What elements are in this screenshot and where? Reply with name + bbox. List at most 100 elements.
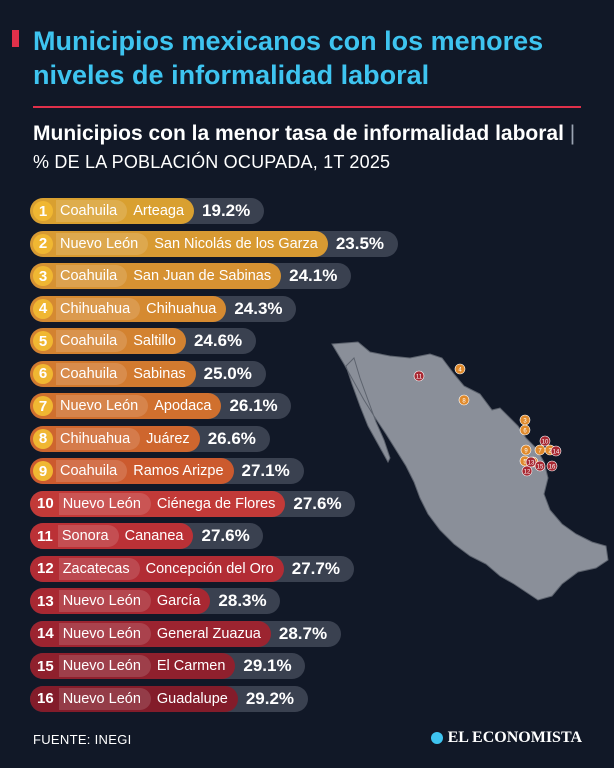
- rank-badge: 16: [37, 690, 54, 707]
- map-marker: [534, 460, 546, 472]
- value-label: 27.6%: [293, 493, 342, 513]
- title-accent-bar: [12, 30, 19, 47]
- map-marker-label: 3: [523, 419, 527, 425]
- rank-badge: 8: [33, 428, 53, 449]
- map-marker: [550, 445, 562, 457]
- map-marker: [413, 370, 425, 382]
- brand-logo: EL ECONOMISTA: [430, 729, 582, 747]
- rank-badge: 7: [33, 396, 53, 416]
- value-label: 28.3%: [218, 591, 267, 610]
- map-marker-label: 10: [542, 440, 549, 446]
- state-label: Nuevo León: [58, 492, 151, 515]
- value-label: 24.3%: [234, 298, 283, 318]
- page-title: Municipios mexicanos con los menores niv…: [33, 26, 544, 90]
- map-marker: [525, 456, 537, 468]
- map-marker-label: 7: [538, 449, 542, 455]
- state-label: Nuevo León: [56, 395, 149, 417]
- row-bar: 6 Coahuila Sabinas: [30, 360, 196, 387]
- map-marker: [454, 363, 466, 375]
- rank-badge: 13: [37, 592, 54, 610]
- rank-badge: 15: [37, 657, 54, 675]
- map-marker: [521, 465, 533, 477]
- row-bar: 5 Coahuila Saltillo: [30, 328, 186, 354]
- map-marker-label: 8: [462, 399, 466, 405]
- ranking-row: 5 Coahuila Saltillo 24.6%: [30, 328, 450, 354]
- state-label: Sonora: [57, 525, 119, 547]
- rank-badge: 6: [33, 363, 53, 384]
- ranking-row: 9 Coahuila Ramos Arizpe 27.1%: [30, 458, 450, 484]
- brand-name: EL ECONOMISTA: [447, 729, 582, 746]
- row-bar: 11 Sonora Cananea: [30, 523, 194, 549]
- row-bar: 12 Zacatecas Concepción del Oro: [30, 555, 284, 582]
- ranking-row: 1 Coahuila Arteaga 19.2%: [30, 198, 450, 224]
- subtitle-separator: |: [569, 122, 576, 145]
- map-marker-label: 13: [528, 461, 535, 467]
- municipality-label: San Juan de Sabinas: [133, 268, 272, 284]
- row-bar: 1 Coahuila Arteaga: [30, 198, 195, 224]
- map-marker: [534, 444, 546, 456]
- row-bar: 2 Nuevo León San Nicolás de los Garza: [30, 230, 328, 257]
- row-bar: 8 Chihuahua Juárez: [30, 425, 200, 452]
- municipality-label: Juárez: [146, 430, 190, 447]
- municipality-label: General Zuazua: [156, 625, 261, 642]
- row-bar: 7 Nuevo León Apodaca: [30, 393, 222, 419]
- map-marker-label: 6: [523, 429, 527, 435]
- state-label: Nuevo León: [58, 622, 151, 645]
- municipality-label: Sabinas: [133, 365, 186, 382]
- ranking-row: 12 Zacatecas Concepción del Oro 27.7%: [30, 555, 450, 582]
- state-label: Nuevo León: [56, 232, 149, 255]
- ranking-row: 16 Nuevo León Guadalupe 29.2%: [30, 685, 450, 712]
- map-marker-label: 2: [548, 449, 552, 455]
- ranking-row: 8 Chihuahua Juárez 26.6%: [30, 425, 450, 452]
- map-marker-label: 16: [549, 465, 556, 471]
- ranking-row: 3 Coahuila San Juan de Sabinas 24.1%: [30, 263, 450, 289]
- subtitle-main: Municipios con la menor tasa de informal…: [33, 122, 564, 145]
- rank-badge: 3: [33, 266, 53, 286]
- map-marker: [539, 435, 551, 447]
- chart-subtitle: Municipios con la menor tasa de informal…: [33, 120, 593, 176]
- municipality-label: Ramos Arizpe: [133, 463, 224, 479]
- municipality-label: García: [156, 593, 201, 609]
- title-divider: [33, 106, 581, 108]
- value-label: 29.2%: [245, 688, 295, 708]
- map-marker-label: 5: [523, 460, 527, 466]
- row-bar: 9 Coahuila Ramos Arizpe: [30, 458, 234, 484]
- municipality-label: Guadalupe: [156, 690, 228, 707]
- ranking-row: 7 Nuevo León Apodaca 26.1%: [30, 393, 450, 419]
- state-label: Nuevo León: [58, 687, 151, 710]
- value-label: 19.2%: [202, 201, 251, 220]
- ranking-row: 6 Coahuila Sabinas 25.0%: [30, 360, 450, 387]
- state-label: Chihuahua: [56, 427, 141, 450]
- municipality-label: Concepción del Oro: [145, 560, 274, 577]
- rank-badge: 1: [33, 201, 53, 221]
- rank-badge: 9: [33, 461, 53, 481]
- value-label: 24.1%: [289, 266, 338, 285]
- row-bar: 15 Nuevo León El Carmen: [30, 653, 236, 679]
- row-bar: 14 Nuevo León General Zuazua: [30, 620, 271, 647]
- mexico-map: 12345678910111213141516: [331, 341, 609, 601]
- map-marker-label: 4: [458, 368, 462, 374]
- state-label: Nuevo León: [58, 655, 151, 677]
- row-bar: 16 Nuevo León Guadalupe: [30, 685, 238, 712]
- rank-badge: 12: [37, 560, 54, 577]
- value-label: 26.6%: [207, 428, 256, 448]
- value-label: 23.5%: [335, 233, 385, 253]
- value-label: 29.1%: [243, 656, 292, 675]
- state-label: Nuevo León: [58, 590, 151, 612]
- rank-badge: 4: [33, 298, 53, 319]
- map-marker-label: 9: [524, 449, 528, 455]
- municipality-label: San Nicolás de los Garza: [154, 235, 318, 252]
- ranking-chart: 1 Coahuila Arteaga 19.2% 2 Nuevo León San Nico…: [30, 198, 450, 718]
- map-marker-label: 14: [553, 450, 560, 456]
- brand-icon: [430, 732, 443, 744]
- state-label: Coahuila: [56, 265, 128, 287]
- value-label: 25.0%: [203, 363, 252, 383]
- subtitle-unit: % DE LA POBLACIÓN OCUPADA, 1T 2025: [33, 152, 391, 172]
- municipality-label: Arteaga: [133, 203, 185, 219]
- ranking-row: 2 Nuevo León San Nicolás de los Garza 23.5%: [30, 230, 450, 257]
- map-marker: [458, 394, 470, 406]
- ranking-row: 15 Nuevo León El Carmen 29.1%: [30, 653, 450, 679]
- rank-badge: 14: [37, 625, 54, 642]
- map-marker: [546, 460, 558, 472]
- state-label: Chihuahua: [56, 297, 141, 320]
